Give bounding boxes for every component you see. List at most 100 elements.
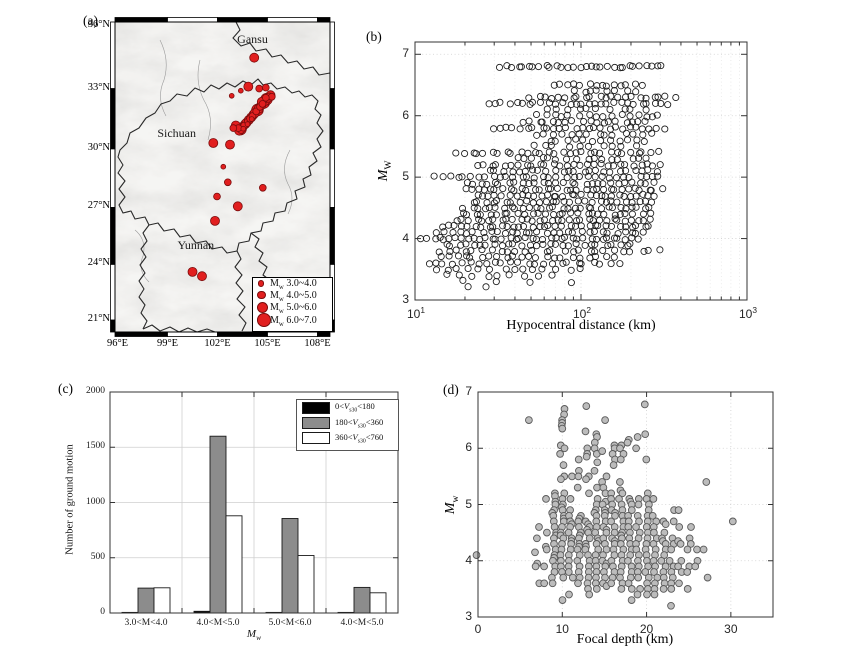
b-ytick-label: 4 [402, 230, 409, 245]
earthquake-marker [228, 93, 235, 99]
b-data-point [563, 174, 571, 182]
b-data-point [538, 235, 547, 244]
b-data-point [519, 265, 527, 273]
b-data-point [553, 62, 561, 70]
b-data-point [561, 124, 569, 132]
map-region-label-yunnan: Yunnan [177, 237, 215, 252]
b-data-point [538, 192, 546, 200]
b-data-point [544, 174, 552, 182]
b-data-point [621, 81, 629, 89]
map-border-segment [167, 331, 218, 337]
b-data-point [581, 197, 589, 205]
b-data-point [567, 209, 575, 217]
b-data-point [491, 203, 499, 211]
b-data-point [559, 99, 567, 107]
b-data-point [458, 204, 467, 212]
d-data-point [574, 455, 583, 464]
b-data-point [544, 253, 552, 261]
b-data-point [594, 222, 602, 230]
b-data-point [576, 142, 584, 150]
b-data-point [521, 272, 529, 280]
b-data-point [647, 148, 655, 157]
panel-d-label: (d) [443, 382, 459, 397]
map-border-segment [110, 207, 116, 265]
b-data-point [536, 222, 544, 231]
b-data-point [439, 236, 447, 244]
b-data-point [464, 264, 472, 273]
c-legend-item: 360<Vs30<760 [297, 431, 398, 446]
b-data-point [591, 240, 599, 249]
b-data-point [567, 279, 575, 287]
d-frame [477, 391, 774, 618]
d-data-point [582, 475, 590, 484]
d-data-point [585, 590, 594, 599]
map-border-segment [110, 21, 116, 90]
b-data-point [599, 113, 607, 121]
b-data-point [480, 229, 488, 237]
b-data-point [579, 136, 587, 144]
b-data-point [560, 233, 569, 241]
c-bar [281, 518, 299, 614]
b-data-point [599, 81, 607, 89]
b-data-point [522, 229, 531, 237]
b-data-point [616, 191, 624, 199]
d-data-point [531, 562, 540, 571]
d-data-point [676, 540, 685, 548]
b-data-point [524, 191, 532, 200]
d-data-point [556, 450, 564, 458]
b-data-point [567, 186, 575, 194]
d-data-point [683, 585, 692, 593]
b-data-point [576, 264, 584, 273]
d-data-point [667, 545, 676, 554]
b-data-point [594, 180, 602, 188]
b-data-point [516, 125, 524, 133]
b-data-point [648, 162, 656, 170]
b-data-point [506, 191, 514, 199]
b-data-point [629, 229, 637, 237]
b-data-point [617, 82, 625, 90]
d-data-point [581, 427, 590, 436]
d-data-point [582, 402, 591, 410]
b-data-point [548, 94, 556, 103]
b-data-point [575, 81, 583, 89]
b-data-point [575, 172, 583, 181]
b-data-point [563, 186, 571, 194]
b-data-point [510, 178, 518, 186]
b-data-point [597, 92, 605, 100]
b-data-point [491, 240, 499, 248]
b-data-point [597, 205, 606, 213]
b-data-point [577, 260, 585, 268]
map-lat-tick-label: 30°N [87, 141, 110, 153]
b-data-point [591, 104, 599, 113]
vs30-swatch-icon [302, 432, 330, 445]
b-data-point [439, 173, 447, 181]
earthquake-marker [244, 121, 251, 127]
b-data-point [534, 63, 543, 71]
b-data-point [479, 161, 487, 169]
b-data-point [508, 240, 516, 248]
map-legend-item: Mw 4.0~5.0 [253, 290, 332, 303]
b-data-point [464, 283, 472, 291]
b-data-point [610, 81, 618, 89]
b-data-point [597, 137, 605, 145]
b-data-point [551, 240, 559, 248]
b-data-point [523, 215, 531, 223]
b-data-point [531, 254, 539, 262]
b-data-point [440, 228, 448, 236]
c-bar [225, 515, 243, 614]
b-data-point [659, 185, 667, 193]
b-data-point [540, 178, 548, 186]
d-data-point [618, 489, 627, 498]
b-data-point [620, 173, 628, 181]
b-data-point [525, 62, 534, 70]
b-data-point [642, 106, 650, 114]
c-category-label: 4.0<M<5.0 [340, 618, 384, 628]
b-data-point [577, 147, 585, 156]
magnitude-circle-icon [257, 279, 265, 287]
d-data-point [607, 579, 616, 588]
d-data-point [609, 461, 618, 469]
b-data-point [569, 63, 577, 71]
b-data-point [643, 113, 651, 121]
b-data-point [530, 179, 538, 187]
b-data-point [462, 240, 470, 248]
